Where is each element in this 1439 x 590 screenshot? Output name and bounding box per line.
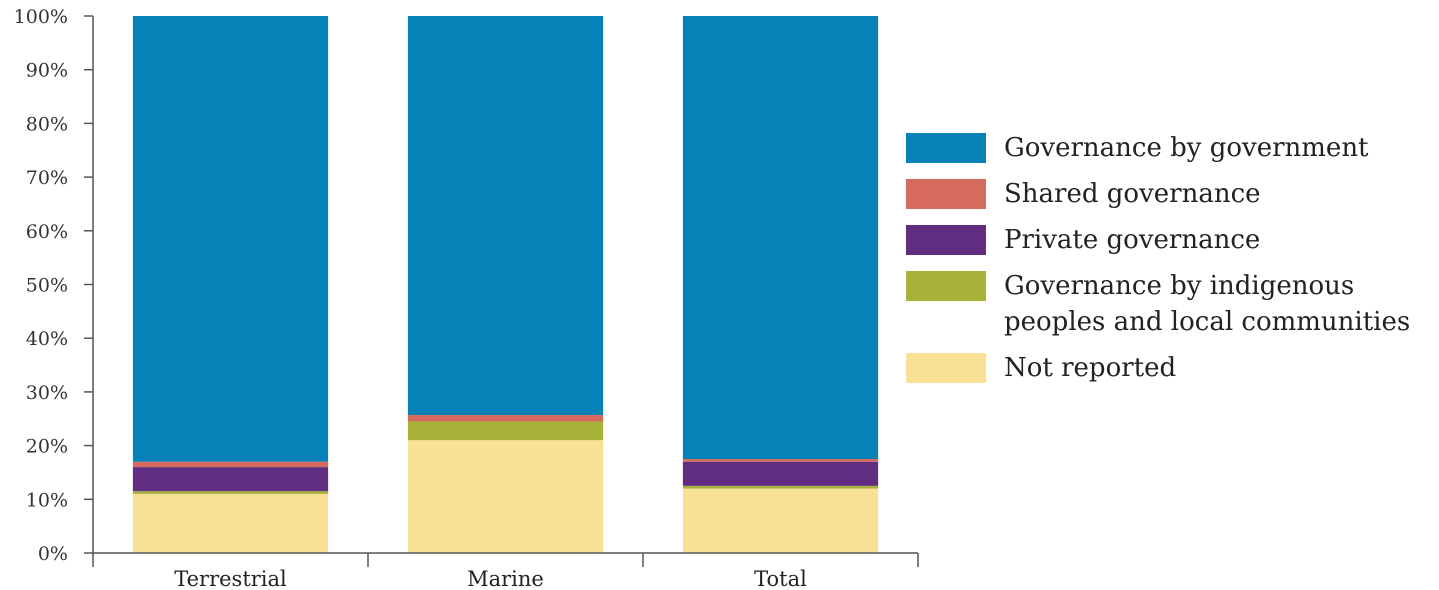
legend-label-government: Governance by government (1004, 133, 1369, 163)
legend-item-private: Private governance (906, 222, 1436, 258)
bar-segment (682, 461, 879, 486)
bar-segment (407, 414, 604, 422)
y-tick-label: 50% (26, 275, 68, 297)
x-category-label: Terrestrial (174, 567, 287, 590)
legend-swatch-government (906, 133, 986, 163)
y-tick-label: 0% (38, 543, 68, 565)
legend-swatch-not-reported (906, 353, 986, 383)
x-category-label: Total (754, 567, 807, 590)
y-tick-label: 60% (26, 221, 68, 243)
bar-segment (682, 485, 879, 489)
bar-segment (407, 440, 604, 553)
bar-segment (132, 461, 329, 468)
bar-segment (132, 16, 329, 462)
y-tick-label: 90% (26, 60, 68, 82)
legend-label-shared: Shared governance (1004, 179, 1261, 209)
legend-item-indigenous: Governance by indigenous peoples and loc… (906, 268, 1436, 340)
bar-segment (682, 488, 879, 553)
y-tick-label: 30% (26, 382, 68, 404)
legend-item-government: Governance by government (906, 130, 1436, 166)
legend-swatch-shared (906, 179, 986, 209)
bar-segment (407, 16, 604, 415)
legend: Governance by government Shared governan… (906, 130, 1436, 396)
legend-label-private: Private governance (1004, 225, 1261, 255)
y-tick-label: 80% (26, 113, 68, 135)
y-tick-label: 40% (26, 328, 68, 350)
legend-label-not-reported: Not reported (1004, 353, 1177, 383)
bars (132, 16, 879, 553)
bar-segment (132, 491, 329, 494)
bar-segment (132, 467, 329, 492)
x-axis: Terrestrial Marine Total (92, 552, 919, 590)
y-tick-label: 70% (26, 167, 68, 189)
bar-segment (407, 421, 604, 441)
bar-segment (132, 493, 329, 553)
legend-swatch-indigenous (906, 271, 986, 301)
y-axis: 0% 10% 20% 30% 40% 50% 60% 70% 80% 90% 100% (14, 6, 94, 565)
bar-segment (682, 16, 879, 460)
legend-item-shared: Shared governance (906, 176, 1436, 212)
legend-label-indigenous: Governance by indigenous peoples and loc… (1004, 271, 1411, 337)
x-category-label: Marine (467, 567, 544, 590)
bar-segment (682, 459, 879, 462)
y-tick-label: 10% (26, 489, 68, 511)
legend-swatch-private (906, 225, 986, 255)
legend-item-not-reported: Not reported (906, 350, 1436, 386)
y-tick-label: 20% (26, 436, 68, 458)
y-tick-label: 100% (14, 6, 68, 28)
